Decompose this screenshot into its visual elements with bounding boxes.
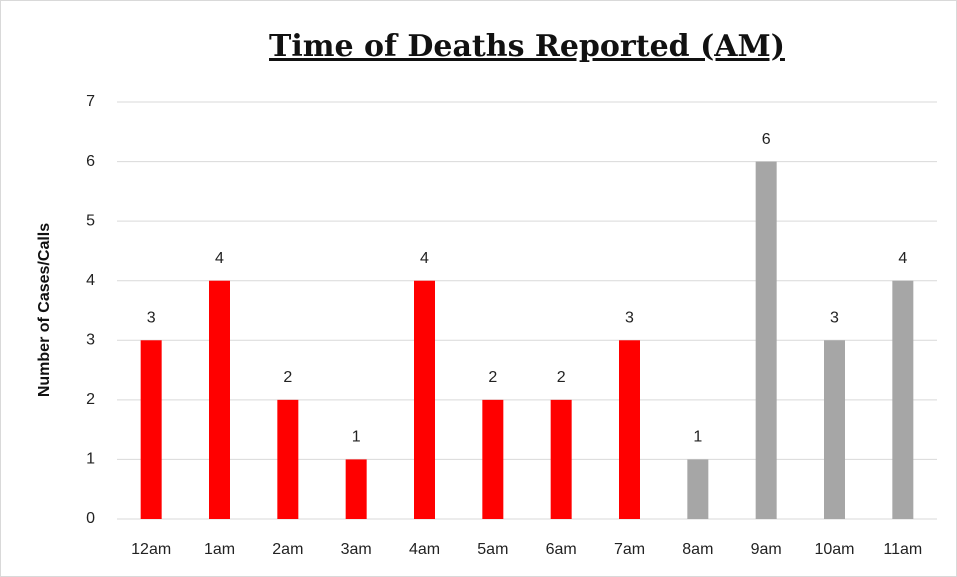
bar <box>140 340 162 519</box>
data-label: 4 <box>898 250 907 267</box>
y-tick-label: 7 <box>86 93 95 110</box>
data-label: 4 <box>215 250 224 267</box>
bar <box>550 399 572 519</box>
bar <box>209 280 230 519</box>
data-label: 3 <box>625 310 634 327</box>
x-tick-label: 2am <box>272 541 303 558</box>
data-label: 2 <box>557 369 566 386</box>
data-label: 3 <box>830 310 839 327</box>
chart-title: Time of Deaths Reported (AM) <box>269 29 785 64</box>
data-label: 3 <box>147 310 156 327</box>
x-tick-label: 8am <box>682 541 713 558</box>
y-tick-label: 5 <box>86 212 95 229</box>
y-tick-label: 6 <box>86 153 95 170</box>
data-label: 4 <box>420 250 429 267</box>
x-tick-label: 7am <box>614 541 645 558</box>
bar <box>345 459 367 519</box>
x-tick-label: 6am <box>546 541 577 558</box>
x-tick-label: 11am <box>883 541 922 558</box>
x-tick-label: 4am <box>409 541 440 558</box>
data-label: 1 <box>352 429 361 446</box>
y-tick-label: 4 <box>86 272 95 289</box>
x-tick-label: 3am <box>341 541 372 558</box>
data-label: 1 <box>693 429 702 446</box>
x-tick-label: 5am <box>477 541 508 558</box>
data-label: 2 <box>488 369 497 386</box>
data-label: 2 <box>283 369 292 386</box>
bar <box>892 280 914 519</box>
y-tick-label: 1 <box>86 451 95 468</box>
bar <box>619 340 640 519</box>
bar <box>482 399 504 519</box>
bar <box>414 280 435 519</box>
x-tick-label: 10am <box>814 541 854 558</box>
y-tick-label: 0 <box>86 510 95 527</box>
bar <box>277 399 299 519</box>
y-axis-label: Number of Cases/Calls <box>36 223 53 397</box>
bar <box>824 340 845 519</box>
data-label: 6 <box>762 131 771 148</box>
bar <box>755 161 777 520</box>
x-tick-label: 9am <box>751 541 782 558</box>
bar <box>687 459 709 519</box>
y-tick-label: 2 <box>86 391 95 408</box>
x-tick-label: 12am <box>131 541 171 558</box>
x-tick-label: 1am <box>204 541 235 558</box>
y-tick-label: 3 <box>86 332 95 349</box>
